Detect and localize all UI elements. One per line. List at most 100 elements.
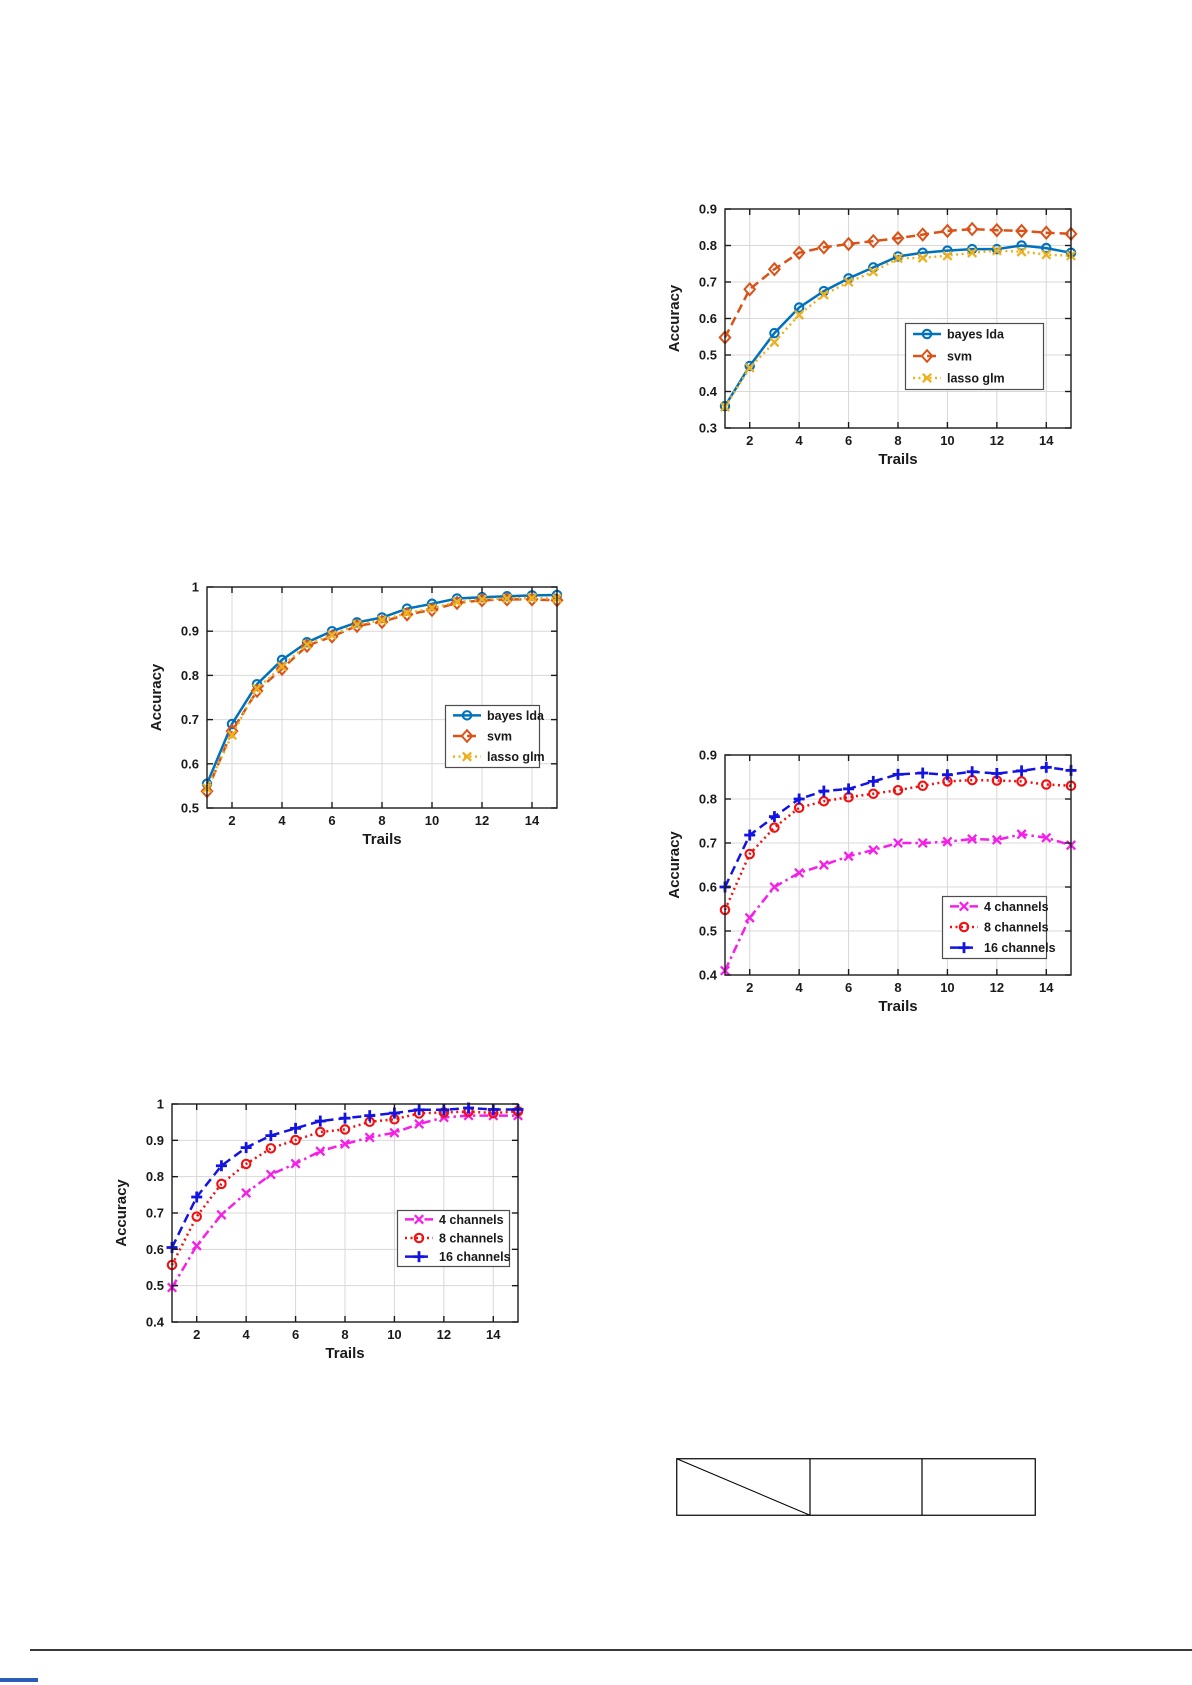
x-marker-icon xyxy=(744,912,755,923)
x-marker-icon xyxy=(216,1209,227,1220)
plus-marker-icon xyxy=(339,1112,351,1124)
empty-header-table xyxy=(676,1458,1036,1516)
plus-marker-icon xyxy=(191,1191,203,1203)
x-axis-label: Trails xyxy=(362,831,401,848)
y-tick-label: 0.9 xyxy=(699,202,717,217)
circle-marker-icon xyxy=(1041,779,1052,790)
x-marker-icon xyxy=(339,1138,351,1149)
y-tick-label: 0.9 xyxy=(181,624,199,639)
x-marker-icon xyxy=(476,594,488,605)
series-bayes-lda xyxy=(723,244,1072,407)
plus-marker-icon xyxy=(364,1110,376,1122)
x-marker-icon xyxy=(1041,832,1052,843)
x-tick-label: 2 xyxy=(228,813,235,828)
plus-marker-icon xyxy=(744,829,756,841)
series-lasso-glm xyxy=(205,596,558,789)
x-marker-icon xyxy=(917,837,928,849)
diamond-marker-icon xyxy=(1064,226,1078,242)
diamond-marker-icon xyxy=(817,240,831,255)
x-tick-label: 14 xyxy=(486,1327,501,1342)
diamond-marker-icon xyxy=(965,221,979,237)
x-marker-icon xyxy=(958,901,970,912)
circle-marker-icon xyxy=(769,327,780,339)
x-marker-icon xyxy=(967,247,978,258)
x-marker-icon xyxy=(818,289,829,300)
y-axis-label: Accuracy xyxy=(666,831,683,899)
x-marker-icon xyxy=(326,630,338,641)
circle-marker-icon xyxy=(892,784,904,796)
x-tick-label: 14 xyxy=(1039,980,1054,995)
x-marker-icon xyxy=(426,603,438,614)
plus-marker-icon xyxy=(413,1104,425,1116)
plus-marker-icon xyxy=(1040,761,1052,773)
y-tick-label: 0.9 xyxy=(146,1133,164,1148)
x-marker-icon xyxy=(991,834,1002,845)
y-tick-label: 1 xyxy=(157,1097,164,1112)
x-marker-icon xyxy=(376,615,388,626)
x-marker-icon xyxy=(301,639,313,650)
diamond-marker-icon xyxy=(940,223,954,239)
plus-marker-icon xyxy=(843,783,855,795)
x-tick-label: 6 xyxy=(292,1327,299,1342)
circle-marker-icon xyxy=(991,243,1003,255)
y-axis-label: Accuracy xyxy=(113,1179,130,1247)
x-tick-label: 6 xyxy=(845,433,852,448)
x-marker-icon xyxy=(226,730,238,741)
legend-entry-lasso-glm: lasso glm xyxy=(487,750,545,764)
plus-marker-icon xyxy=(892,768,904,780)
circle-marker-icon xyxy=(290,1134,301,1146)
diamond-marker-icon xyxy=(460,728,474,744)
x-marker-icon xyxy=(501,593,513,604)
x-marker-icon xyxy=(251,683,263,694)
plus-marker-icon xyxy=(768,811,780,823)
diagonal-divider xyxy=(676,1458,811,1516)
chart-channels-averaged: 2 4 6 8 10 12 14 0.4 0.5 0.6 0.7 0.8 0.9 1 Trails Accur… xyxy=(100,1080,570,1370)
table-grid xyxy=(676,1458,1036,1516)
legend-entry-16-channels: 16 channels xyxy=(439,1250,511,1264)
diamond-marker-icon xyxy=(718,330,732,345)
legend: 4 channels 8 channels 16 channels xyxy=(396,1209,511,1268)
x-axis-label: Trails xyxy=(878,998,917,1015)
x-marker-icon xyxy=(290,1158,301,1169)
x-tick-label: 8 xyxy=(894,980,901,995)
x-marker-icon xyxy=(843,276,854,288)
x-tick-label: 10 xyxy=(387,1327,401,1342)
x-marker-icon xyxy=(1016,246,1027,257)
x-marker-icon xyxy=(389,1127,400,1138)
x-marker-icon xyxy=(414,1118,425,1129)
x-tick-label: 4 xyxy=(796,980,804,995)
diamond-marker-icon xyxy=(891,230,905,246)
x-marker-icon xyxy=(315,1146,326,1157)
legend-entry-bayes-lda: bayes lda xyxy=(487,709,545,723)
y-axis-label: Accuracy xyxy=(666,284,683,352)
circle-marker-icon xyxy=(1016,776,1027,787)
legend: bayes lda svm lasso glm xyxy=(904,322,1045,391)
x-marker-icon xyxy=(401,608,413,619)
plus-marker-icon xyxy=(991,767,1003,779)
x-axis-label: Trails xyxy=(325,1345,364,1362)
x-tick-label: 6 xyxy=(328,813,335,828)
x-marker-icon xyxy=(892,837,904,849)
y-tick-label: 0.6 xyxy=(699,880,717,895)
x-marker-icon xyxy=(526,593,538,604)
diamond-marker-icon xyxy=(842,236,856,252)
x-marker-icon xyxy=(868,266,879,277)
circle-marker-icon xyxy=(1016,240,1027,251)
circle-marker-icon xyxy=(744,360,755,372)
x-marker-icon xyxy=(794,309,805,320)
legend-entry-bayes-lda: bayes lda xyxy=(947,328,1005,342)
y-tick-label: 0.7 xyxy=(699,836,717,851)
footer-accent-bar xyxy=(0,1678,38,1682)
circle-marker-icon xyxy=(892,251,904,262)
legend-entry-svm: svm xyxy=(947,350,972,364)
diamond-marker-icon xyxy=(1015,223,1029,239)
plus-marker-icon xyxy=(240,1142,252,1154)
line-chart: 2 4 6 8 10 12 14 0.4 0.5 0.6 0.7 0.8 0.9 Trails Accura… xyxy=(666,748,1077,1015)
y-tick-label: 0.5 xyxy=(699,348,717,363)
x-tick-label: 4 xyxy=(243,1327,251,1342)
legend-entry-8-channels: 8 channels xyxy=(439,1232,504,1246)
x-tick-label: 14 xyxy=(1039,433,1054,448)
y-tick-label: 0.6 xyxy=(181,756,199,771)
legend-entry-lasso-glm: lasso glm xyxy=(947,372,1005,386)
